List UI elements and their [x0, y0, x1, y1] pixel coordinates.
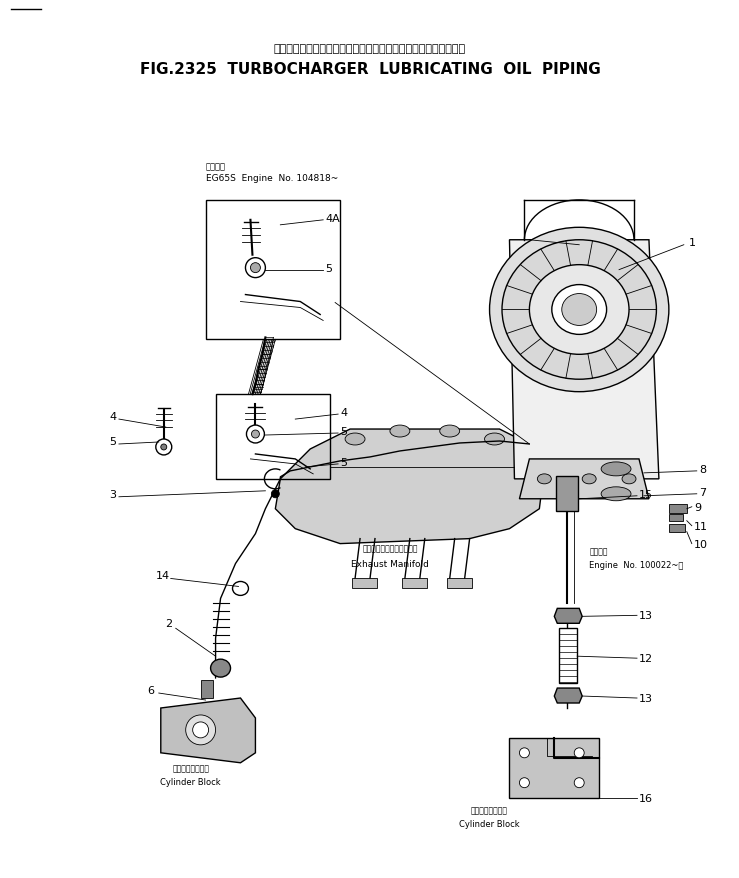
Bar	[402, 579, 427, 589]
Circle shape	[574, 778, 585, 788]
Text: 5: 5	[340, 457, 347, 467]
Bar	[205, 201, 340, 340]
Ellipse shape	[622, 474, 636, 485]
Text: 5: 5	[109, 436, 117, 447]
Ellipse shape	[582, 474, 596, 485]
Text: 通用号番: 通用号番	[205, 162, 225, 171]
Bar	[669, 504, 687, 513]
Ellipse shape	[390, 426, 410, 437]
Circle shape	[271, 490, 279, 498]
Circle shape	[185, 716, 216, 745]
Text: 11: 11	[694, 521, 708, 531]
Text: 16: 16	[639, 793, 653, 802]
Text: 8: 8	[699, 464, 706, 474]
Ellipse shape	[502, 241, 656, 380]
Ellipse shape	[489, 228, 669, 392]
Circle shape	[251, 430, 259, 438]
Text: 1: 1	[689, 237, 696, 248]
Text: 6: 6	[147, 685, 154, 695]
Text: 12: 12	[639, 653, 653, 664]
Circle shape	[520, 778, 529, 788]
Bar	[200, 680, 213, 698]
Bar	[509, 738, 599, 798]
Text: ターボチャージャ　ルーブリケーティング　オイル　パイピング: ターボチャージャ ルーブリケーティング オイル パイピング	[274, 45, 466, 54]
Ellipse shape	[601, 463, 631, 477]
Circle shape	[161, 444, 167, 450]
Ellipse shape	[529, 265, 629, 355]
Text: 4A: 4A	[325, 213, 340, 224]
Polygon shape	[276, 429, 545, 544]
Bar	[669, 524, 685, 532]
Text: シリンダブロック: シリンダブロック	[471, 806, 508, 815]
Text: エキゾーストマニホールド: エキゾーストマニホールド	[362, 544, 418, 553]
Ellipse shape	[345, 434, 365, 445]
Bar	[216, 395, 330, 479]
Circle shape	[247, 426, 265, 443]
Polygon shape	[161, 698, 256, 763]
Text: 5: 5	[325, 263, 332, 273]
Circle shape	[193, 722, 208, 738]
Bar	[352, 579, 377, 589]
Bar	[556, 477, 578, 511]
Text: 15: 15	[639, 489, 653, 500]
Text: Exhaust Manifold: Exhaust Manifold	[351, 559, 429, 568]
Text: 3: 3	[109, 489, 117, 500]
Ellipse shape	[485, 434, 505, 445]
Polygon shape	[554, 608, 582, 623]
Polygon shape	[509, 241, 659, 479]
Bar	[669, 515, 683, 522]
Text: 7: 7	[699, 487, 706, 497]
Text: 4: 4	[109, 412, 117, 421]
Text: 13: 13	[639, 610, 653, 621]
Polygon shape	[554, 688, 582, 703]
Text: 5: 5	[340, 427, 347, 436]
Text: Cylinder Block: Cylinder Block	[459, 818, 520, 828]
Ellipse shape	[552, 285, 607, 335]
Ellipse shape	[440, 426, 460, 437]
Text: 14: 14	[156, 571, 170, 581]
Text: EG65S  Engine  No. 104818~: EG65S Engine No. 104818~	[205, 174, 338, 183]
Text: 13: 13	[639, 694, 653, 703]
Ellipse shape	[537, 474, 551, 485]
Ellipse shape	[562, 294, 596, 326]
Text: 2: 2	[166, 619, 172, 629]
Text: Cylinder Block: Cylinder Block	[160, 777, 221, 786]
Ellipse shape	[211, 659, 231, 677]
Text: 通用号番: 通用号番	[589, 547, 607, 556]
Text: 9: 9	[694, 502, 701, 512]
Text: Engine  No. 100022~・: Engine No. 100022~・	[589, 560, 684, 569]
Ellipse shape	[601, 487, 631, 501]
Text: FIG.2325  TURBOCHARGER  LUBRICATING  OIL  PIPING: FIG.2325 TURBOCHARGER LUBRICATING OIL PI…	[140, 61, 600, 76]
Text: 10: 10	[694, 539, 708, 549]
Bar	[446, 579, 471, 589]
Circle shape	[251, 263, 260, 273]
Polygon shape	[520, 459, 649, 500]
Circle shape	[520, 748, 529, 758]
Text: シリンダブロック: シリンダブロック	[172, 764, 209, 773]
Circle shape	[574, 748, 585, 758]
Circle shape	[245, 258, 265, 278]
Bar	[559, 629, 577, 683]
Text: 4: 4	[340, 407, 347, 418]
Circle shape	[156, 440, 171, 456]
